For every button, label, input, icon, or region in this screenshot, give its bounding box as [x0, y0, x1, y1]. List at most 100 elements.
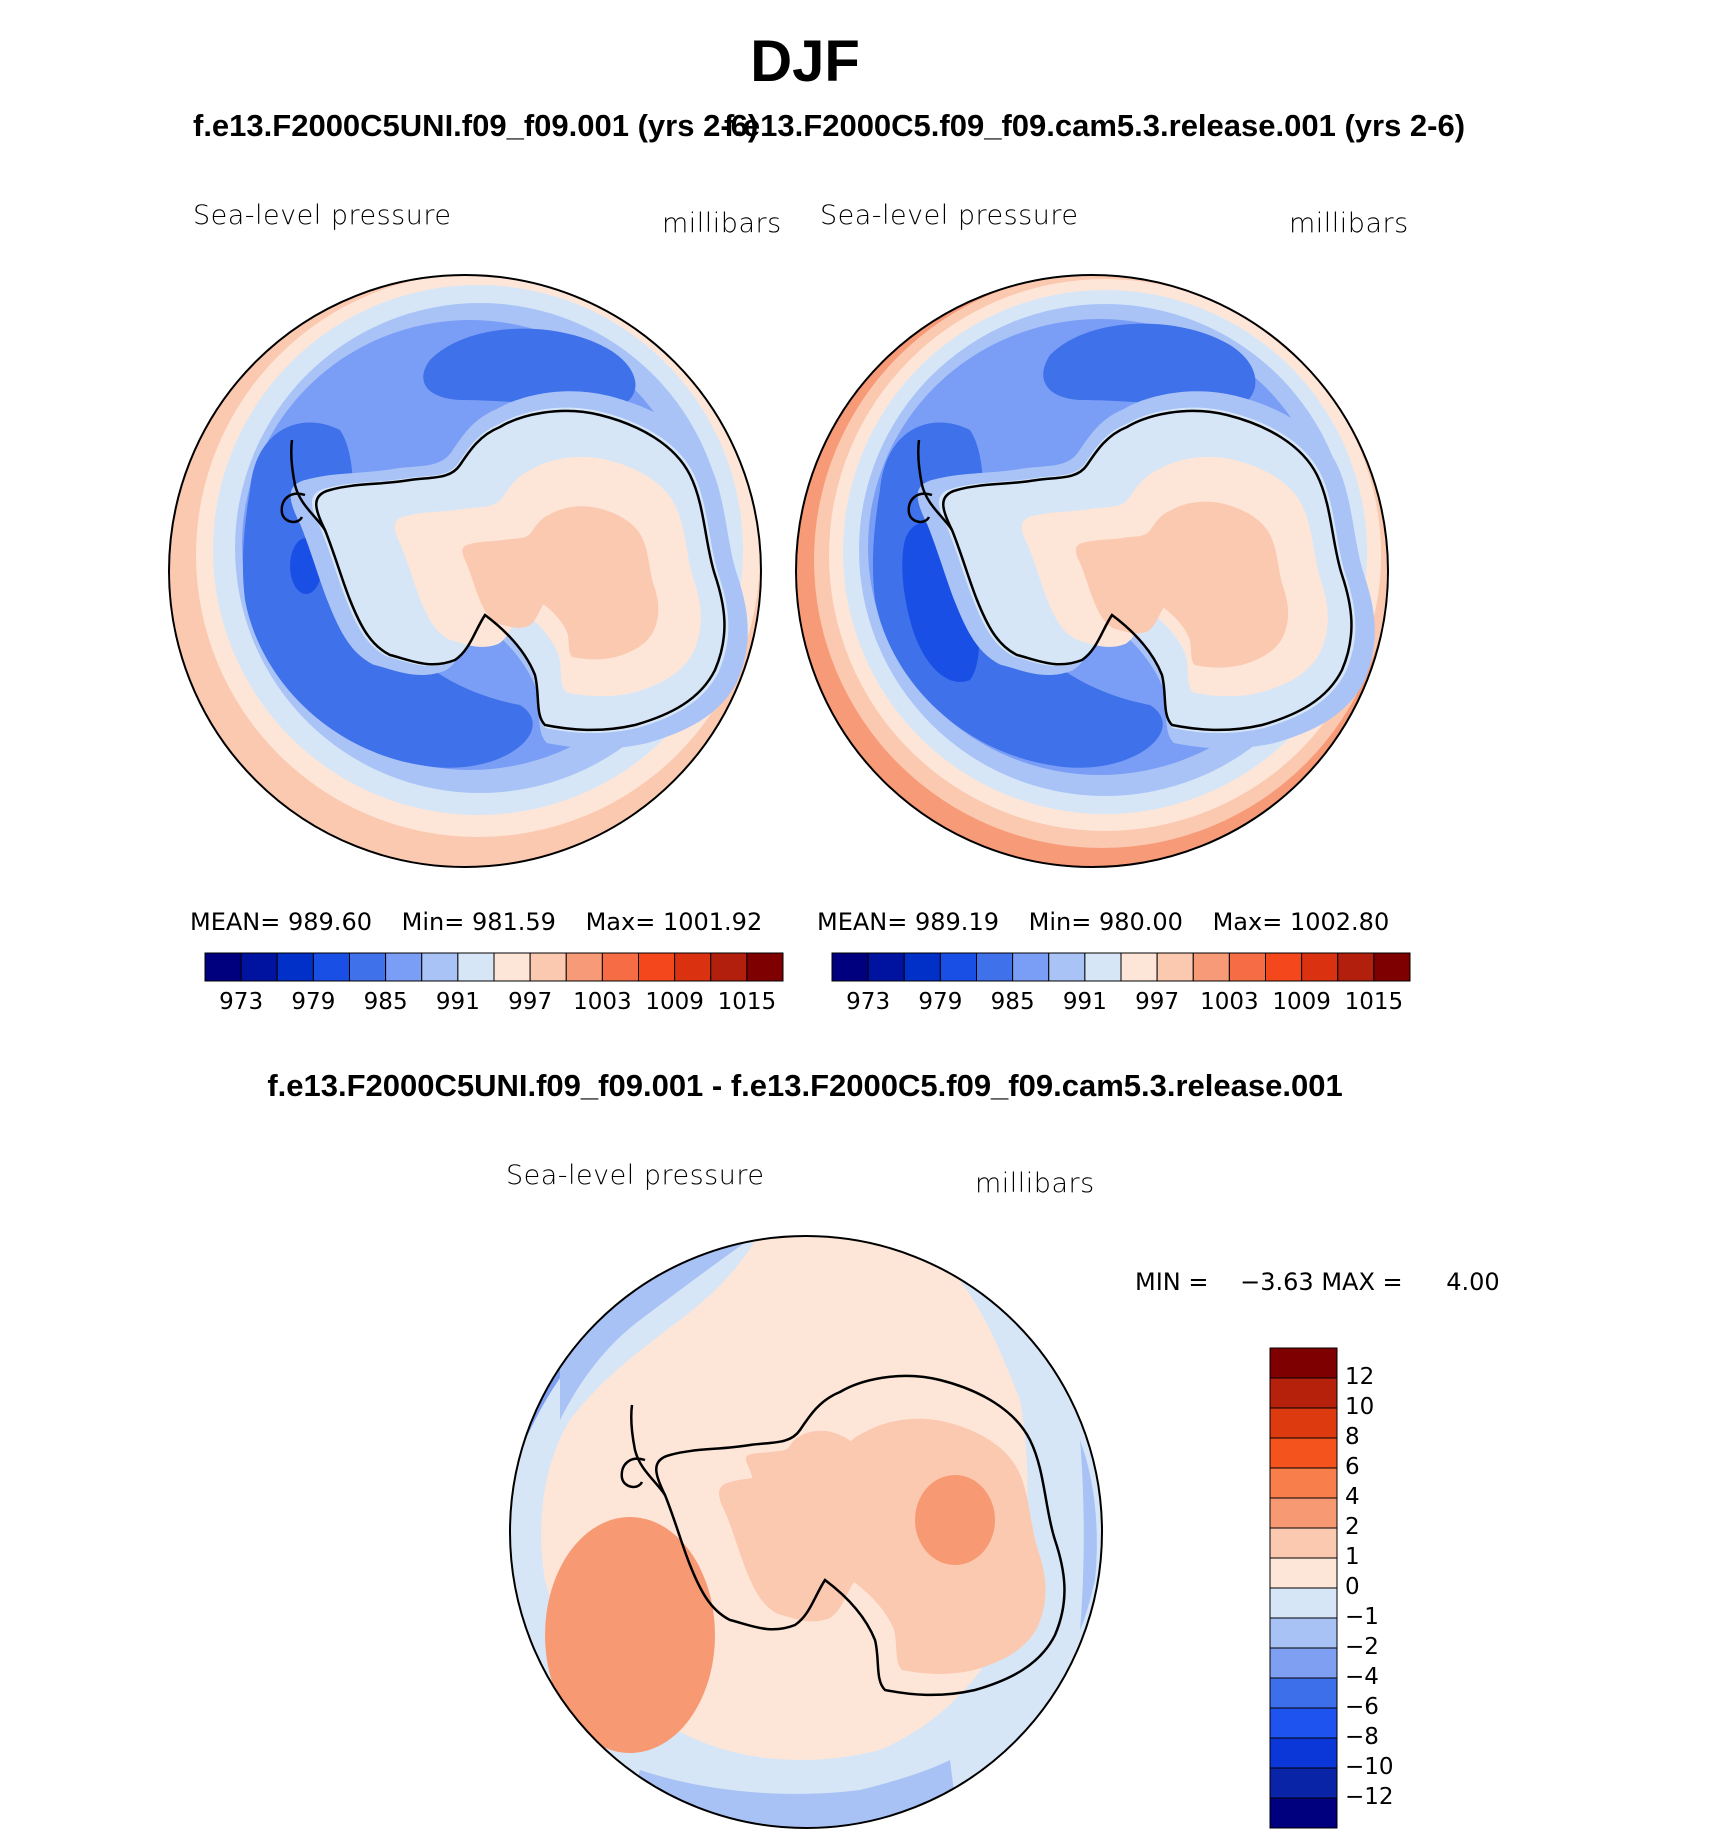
colorbar-swatch: [710, 952, 748, 982]
colorbar-swatch: [1156, 952, 1194, 982]
colorbar-swatch: [1269, 1467, 1338, 1499]
colorbar-tick-label: −2: [1345, 1634, 1379, 1660]
colorbar-tick-label: −8: [1345, 1724, 1379, 1750]
colorbar-tick-label: 1003: [573, 989, 632, 1015]
colorbar-tick-label: 1015: [1344, 989, 1404, 1015]
colorbar-swatch: [493, 952, 531, 982]
colorbar-tick-label: 973: [219, 989, 264, 1015]
colorbar-swatch: [1269, 1377, 1338, 1409]
panel1-variable-label: Sea-level pressure: [193, 200, 452, 231]
colorbar-swatch: [1269, 1527, 1338, 1559]
colorbar-swatch: [385, 952, 423, 982]
panel1-map-border: [168, 274, 762, 868]
colorbar-swatch: [204, 952, 242, 982]
colorbar-tick-label: 4: [1345, 1484, 1360, 1510]
colorbar-swatch: [276, 952, 314, 982]
panel1-map: [169, 275, 761, 867]
colorbar-tick-label: 991: [435, 989, 480, 1015]
colorbar-swatch: [1012, 952, 1050, 982]
colorbar-tick-label: 1003: [1200, 989, 1259, 1015]
panel2-units-label: millibars: [1289, 208, 1409, 239]
colorbar-swatch: [1269, 1677, 1338, 1709]
colorbar-swatch: [1269, 1707, 1338, 1739]
colorbar-tick-label: 985: [363, 989, 408, 1015]
colorbar-tick-label: 10: [1345, 1394, 1375, 1420]
panel2-colorbar: [831, 952, 1411, 982]
colorbar-swatch: [1269, 1437, 1338, 1469]
colorbar-swatch: [1373, 952, 1411, 982]
colorbar-swatch: [674, 952, 712, 982]
colorbar-swatch: [939, 952, 977, 982]
colorbar-tick-label: 997: [508, 989, 553, 1015]
panel3-variable-label: Sea-level pressure: [506, 1160, 765, 1191]
panel3-min: −3.63: [1240, 1268, 1314, 1296]
panel1-max: 1001.92: [662, 908, 763, 936]
colorbar-swatch: [1269, 1767, 1338, 1799]
panel2-mean: 989.19: [915, 908, 999, 936]
panel3-stats: MIN = −3.63 MAX = 4.00: [1135, 1268, 1500, 1296]
colorbar-tick-label: 985: [990, 989, 1035, 1015]
colorbar-tick-label: 991: [1062, 989, 1107, 1015]
colorbar-swatch: [240, 952, 278, 982]
colorbar-swatch: [1048, 952, 1086, 982]
colorbar-swatch: [349, 952, 387, 982]
colorbar-tick-label: 1: [1345, 1544, 1360, 1570]
control-run-title: f.e13.F2000C5.f09_f09.cam5.3.release.001…: [724, 108, 1466, 143]
difference-title: f.e13.F2000C5UNI.f09_f09.001 - f.e13.F20…: [267, 1068, 1343, 1103]
colorbar-tick-label: −4: [1345, 1664, 1379, 1690]
colorbar-tick-label: −10: [1345, 1754, 1394, 1780]
colorbar-swatch: [1228, 952, 1266, 982]
colorbar-swatch: [1084, 952, 1122, 982]
panel3-max: 4.00: [1446, 1268, 1500, 1296]
panel3-band-pos2-amundsen: [545, 1517, 715, 1753]
panel1-stats: MEAN= 989.60 Min= 981.59 Max= 1001.92: [190, 908, 763, 936]
colorbar-swatch: [1269, 1347, 1338, 1379]
colorbar-swatch: [1120, 952, 1158, 982]
colorbar-swatch: [565, 952, 603, 982]
panel2-map-border: [795, 274, 1389, 868]
colorbar-swatch: [421, 952, 459, 982]
panel3-map: [510, 1236, 1102, 1828]
panel2-max: 1002.80: [1289, 908, 1390, 936]
colorbar-swatch: [976, 952, 1014, 982]
panel2-min: 980.00: [1098, 908, 1183, 936]
colorbar-swatch: [831, 952, 869, 982]
colorbar-swatch: [1269, 1497, 1338, 1529]
colorbar-tick-label: 979: [291, 989, 336, 1015]
colorbar-swatch: [1269, 1797, 1338, 1829]
colorbar-swatch: [1269, 1737, 1338, 1769]
colorbar-swatch: [903, 952, 941, 982]
panel3-map-border: [509, 1235, 1103, 1829]
colorbar-swatch: [601, 952, 639, 982]
colorbar-swatch: [529, 952, 567, 982]
colorbar-tick-label: 2: [1345, 1514, 1360, 1540]
colorbar-swatch: [457, 952, 495, 982]
colorbar-swatch: [1269, 1617, 1338, 1649]
panel3-colorbar: [1269, 1347, 1338, 1829]
colorbar-tick-label: 997: [1135, 989, 1180, 1015]
colorbar-tick-label: 1009: [645, 989, 704, 1015]
colorbar-tick-label: −1: [1345, 1604, 1379, 1630]
colorbar-swatch: [1265, 952, 1303, 982]
colorbar-tick-label: 1009: [1272, 989, 1331, 1015]
panel1-min: 981.59: [471, 908, 556, 936]
panel1-units-label: millibars: [662, 208, 782, 239]
colorbar-tick-label: 0: [1345, 1574, 1360, 1600]
panel3-max-label: MAX =: [1321, 1268, 1403, 1296]
panel2-variable-label: Sea-level pressure: [820, 200, 1079, 231]
colorbar-swatch: [1269, 1407, 1338, 1439]
panel3-band-neg2-east: [1080, 1440, 1097, 1630]
colorbar-tick-label: 973: [846, 989, 891, 1015]
colorbar-tick-label: 1015: [717, 989, 777, 1015]
panel3-units-label: millibars: [975, 1168, 1095, 1199]
colorbar-swatch: [1269, 1557, 1338, 1589]
colorbar-tick-label: −6: [1345, 1694, 1379, 1720]
colorbar-tick-label: 6: [1345, 1454, 1360, 1480]
colorbar-swatch: [1192, 952, 1230, 982]
colorbar-swatch: [746, 952, 784, 982]
panel1-mean: 989.60: [288, 908, 372, 936]
case-run-title: f.e13.F2000C5UNI.f09_f09.001 (yrs 2-6): [193, 108, 759, 143]
panel2-map: [796, 275, 1388, 867]
colorbar-tick-label: 979: [918, 989, 963, 1015]
